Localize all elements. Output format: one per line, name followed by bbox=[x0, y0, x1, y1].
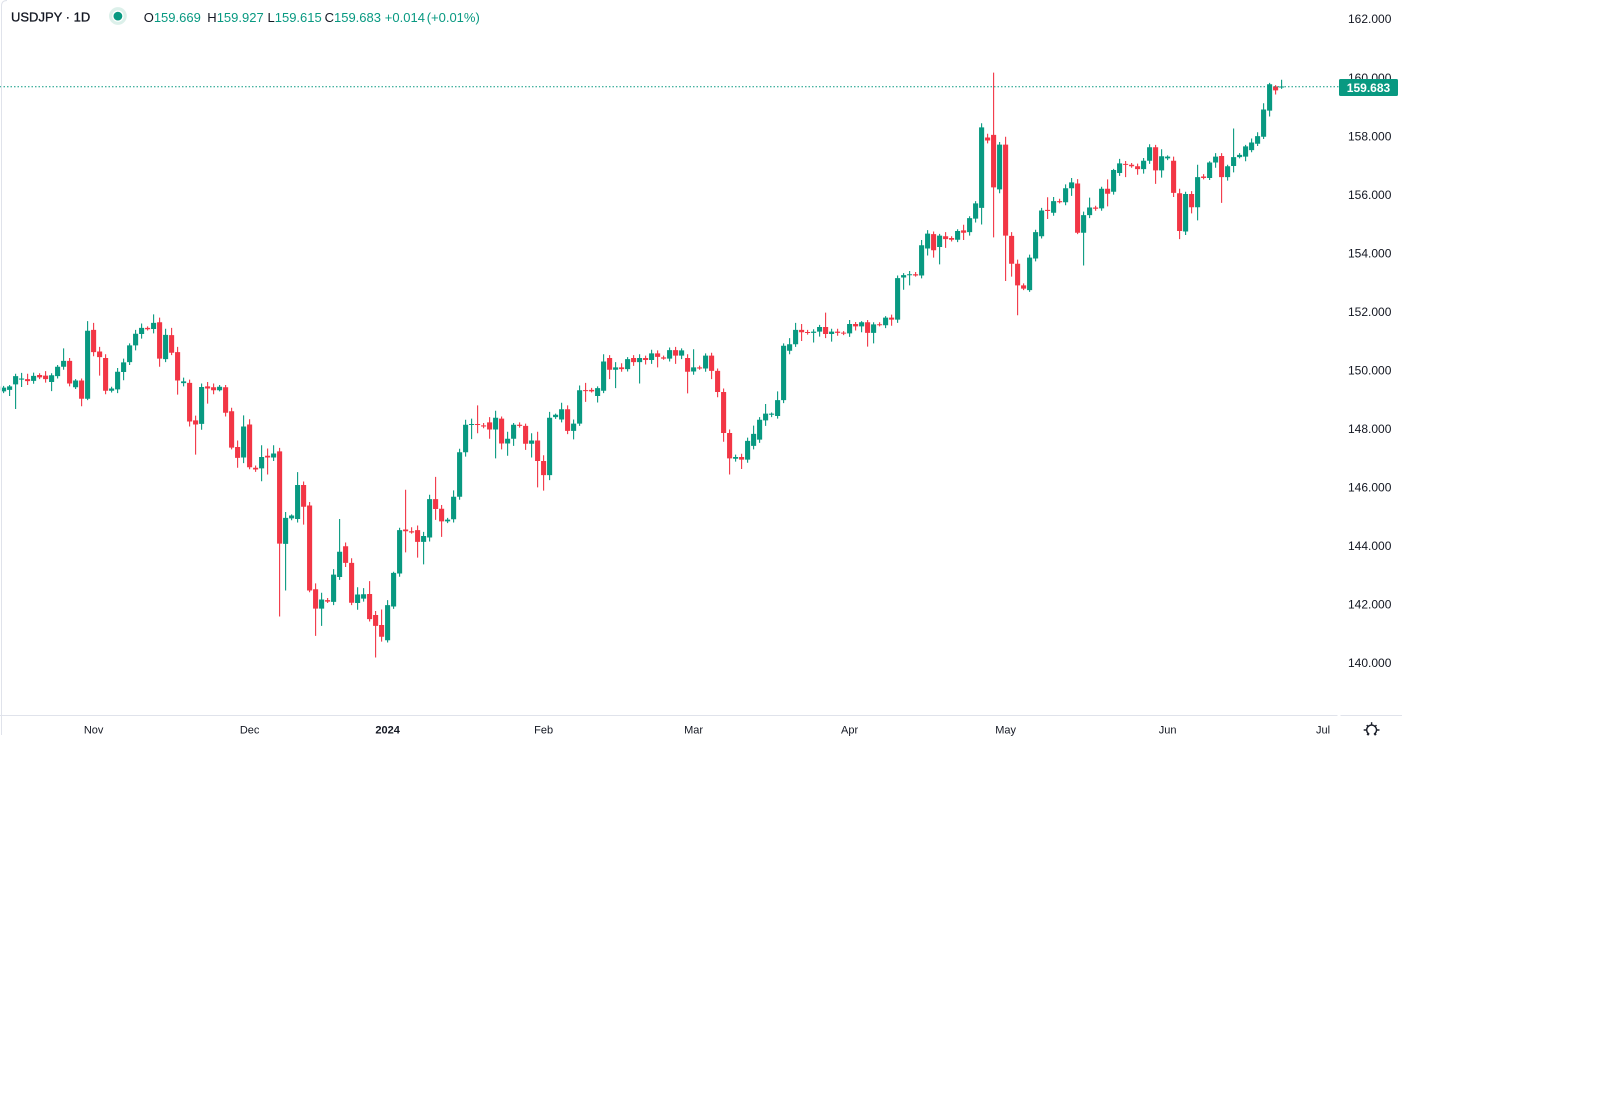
svg-text:142.000: 142.000 bbox=[1348, 598, 1392, 612]
svg-text:140.000: 140.000 bbox=[1348, 656, 1392, 670]
svg-text:Apr: Apr bbox=[841, 725, 858, 737]
svg-text:156.000: 156.000 bbox=[1348, 188, 1392, 202]
svg-text:148.000: 148.000 bbox=[1348, 422, 1392, 436]
svg-text:(+0.01%): (+0.01%) bbox=[427, 10, 480, 25]
svg-text:2024: 2024 bbox=[375, 725, 400, 737]
svg-text:144.000: 144.000 bbox=[1348, 539, 1392, 553]
svg-text:L159.615: L159.615 bbox=[268, 10, 322, 25]
svg-text:Feb: Feb bbox=[534, 725, 553, 737]
svg-text:154.000: 154.000 bbox=[1348, 246, 1392, 260]
svg-text:H159.927: H159.927 bbox=[207, 10, 263, 25]
svg-text:+0.014: +0.014 bbox=[385, 10, 425, 25]
svg-text:Mar: Mar bbox=[684, 725, 703, 737]
svg-text:146.000: 146.000 bbox=[1348, 481, 1392, 495]
svg-text:O159.669: O159.669 bbox=[144, 10, 201, 25]
svg-text:Jul: Jul bbox=[1316, 725, 1330, 737]
svg-text:158.000: 158.000 bbox=[1348, 129, 1392, 143]
svg-text:162.000: 162.000 bbox=[1348, 12, 1392, 26]
svg-text:152.000: 152.000 bbox=[1348, 305, 1392, 319]
svg-text:Dec: Dec bbox=[240, 725, 260, 737]
svg-text:C159.683: C159.683 bbox=[325, 10, 381, 25]
svg-text:May: May bbox=[995, 725, 1016, 737]
svg-text:USDJPY · 1D: USDJPY · 1D bbox=[11, 10, 90, 25]
svg-text:Nov: Nov bbox=[84, 725, 104, 737]
svg-text:Jun: Jun bbox=[1159, 725, 1177, 737]
svg-text:150.000: 150.000 bbox=[1348, 364, 1392, 378]
svg-text:159.683: 159.683 bbox=[1347, 81, 1391, 95]
